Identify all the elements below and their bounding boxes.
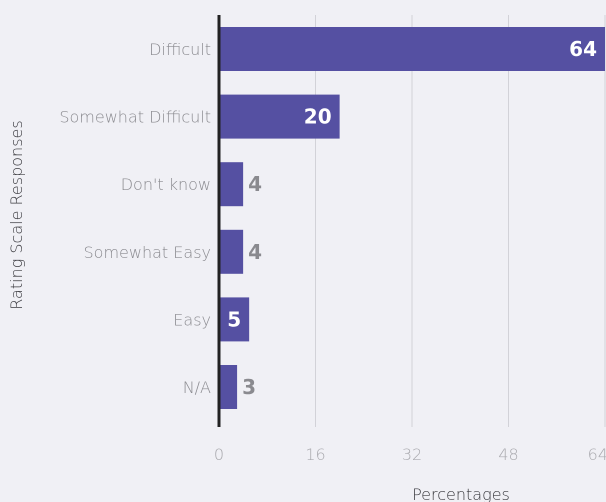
bar (219, 27, 605, 71)
category-label: Somewhat Difficult (59, 108, 211, 127)
gridlines (315, 15, 606, 427)
x-tick-label: 32 (402, 445, 422, 464)
x-tick-label: 0 (214, 445, 224, 464)
category-label: Don't know (121, 175, 211, 194)
x-tick-label: 16 (305, 445, 325, 464)
category-label: N/A (183, 378, 211, 397)
x-tick-labels: 0 16 32 48 64 (214, 445, 606, 464)
y-axis-title: Rating Scale Responses (7, 120, 26, 309)
data-label: 4 (248, 172, 262, 196)
bar (219, 229, 244, 274)
data-label: 20 (304, 105, 332, 129)
bars (219, 27, 605, 409)
data-label: 64 (569, 37, 597, 61)
data-label: 3 (242, 375, 256, 399)
category-label: Somewhat Easy (84, 243, 211, 262)
x-tick-label: 64 (588, 445, 606, 464)
x-tick-label: 48 (498, 445, 518, 464)
bar (219, 297, 250, 342)
category-labels: Difficult Somewhat Difficult Don't know Som… (59, 40, 211, 397)
data-label: 5 (227, 307, 241, 331)
data-labels: 64 20 4 4 5 3 (227, 37, 597, 399)
bar (219, 94, 340, 139)
category-label: Easy (173, 310, 211, 329)
bar (219, 162, 244, 207)
data-label: 4 (248, 240, 262, 264)
category-label: Difficult (149, 40, 211, 59)
x-axis-title: Percentages (412, 485, 510, 502)
bar (219, 365, 238, 409)
